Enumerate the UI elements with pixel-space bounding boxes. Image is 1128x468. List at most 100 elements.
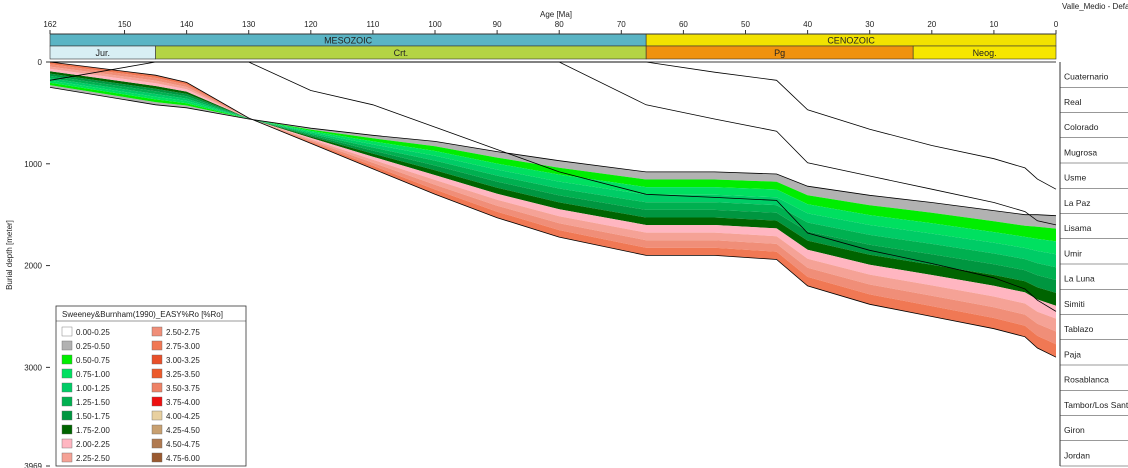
period-label: Crt. — [394, 48, 409, 58]
y-axis-ticks: 0 1000 2000 3000 3969 — [24, 58, 50, 468]
maturity-band — [50, 71, 1056, 306]
legend-swatch — [151, 396, 163, 407]
era-label: MESOZOIC — [324, 36, 373, 46]
legend-label: 0.75-1.00 — [76, 370, 110, 379]
legend-label: 1.50-1.75 — [76, 412, 110, 421]
period-label: Pg — [774, 48, 785, 58]
horizon-line — [49, 61, 1057, 358]
x-tick-label: 120 — [304, 20, 318, 29]
chart-title: Valle_Medio - Default — [1062, 2, 1128, 11]
era-bar: MESOZOIC CENOZOIC — [49, 33, 1057, 47]
legend-label: 4.00-4.25 — [166, 412, 200, 421]
horizon-lines — [49, 61, 1057, 358]
x-tick-label: 150 — [118, 20, 132, 29]
x-tick-label: 162 — [43, 20, 57, 29]
x-axis-label: Age [Ma] — [540, 10, 572, 19]
y-tick-label: 3000 — [24, 363, 42, 372]
formation-label: Paja — [1064, 349, 1081, 359]
formation-label: Simiti — [1064, 299, 1085, 309]
x-tick-label: 90 — [493, 20, 502, 29]
y-tick-label: 3969 — [24, 462, 42, 468]
formation-label: Giron — [1064, 425, 1085, 435]
y-tick-label: 2000 — [24, 262, 42, 271]
x-tick-label: 130 — [242, 20, 256, 29]
legend-label: 0.25-0.50 — [76, 342, 110, 351]
maturity-fill — [50, 62, 1056, 358]
legend-swatch — [151, 368, 163, 379]
x-tick-label: 0 — [1054, 20, 1059, 29]
formation-label: La Paz — [1064, 198, 1090, 208]
maturity-band — [50, 82, 1056, 242]
legend-label: 2.00-2.25 — [76, 440, 110, 449]
maturity-band — [50, 75, 1056, 281]
x-tick-label: 70 — [617, 20, 626, 29]
formation-label: Mugrosa — [1064, 147, 1097, 157]
legend-swatch — [151, 326, 163, 337]
legend-swatch — [151, 452, 163, 463]
y-tick-label: 1000 — [24, 160, 42, 169]
period-band — [912, 45, 1057, 60]
formation-label: Rosablanca — [1064, 375, 1109, 385]
x-tick-label: 80 — [555, 20, 564, 29]
legend-swatch — [61, 396, 73, 407]
x-tick-label: 10 — [989, 20, 998, 29]
legend-label: 4.50-4.75 — [166, 440, 200, 449]
maturity-band — [50, 85, 1056, 229]
legend-swatch — [151, 382, 163, 393]
legend-box — [55, 305, 247, 467]
horizon-line — [50, 61, 1057, 190]
maturity-band — [50, 66, 1056, 332]
formation-label: Cuaternario — [1064, 72, 1109, 82]
legend-label: 0.50-0.75 — [76, 356, 110, 365]
horizon-line — [49, 87, 1057, 217]
horizon-line — [49, 61, 1056, 81]
legend-label: 2.50-2.75 — [166, 328, 200, 337]
legend-swatch — [61, 340, 73, 351]
formation-label: Jordan — [1064, 450, 1090, 460]
maturity-band — [50, 73, 1056, 293]
x-tick-label: 60 — [679, 20, 688, 29]
formation-label: Lisama — [1064, 223, 1092, 233]
legend-label: 1.25-1.50 — [76, 398, 110, 407]
formation-label: Usme — [1064, 173, 1086, 183]
formation-label: Real — [1064, 97, 1082, 107]
legend-swatch — [151, 354, 163, 365]
legend-label: 2.75-3.00 — [166, 342, 200, 351]
legend-label: 4.75-6.00 — [166, 454, 200, 463]
legend-label: 1.00-1.25 — [76, 384, 110, 393]
legend-swatch — [61, 452, 73, 463]
period-label: Neog. — [973, 48, 997, 58]
legend-label: 3.00-3.25 — [166, 356, 200, 365]
formation-label: La Luna — [1064, 274, 1095, 284]
legend-label: 4.25-4.50 — [166, 426, 200, 435]
x-tick-label: 110 — [367, 20, 380, 29]
legend-swatch — [61, 424, 73, 435]
formation-label: Tambor/Los Santos — [1064, 400, 1128, 410]
legend-label: 0.00-0.25 — [76, 328, 110, 337]
formation-label: Umir — [1064, 248, 1082, 258]
maturity-band — [50, 68, 1056, 319]
legend-label: 3.75-4.00 — [166, 398, 200, 407]
x-tick-label: 40 — [803, 20, 812, 29]
legend-title: Sweeney&Burnham(1990)_EASY%Ro [%Ro] — [62, 310, 223, 319]
x-tick-label: 30 — [865, 20, 874, 29]
legend-swatch — [151, 340, 163, 351]
x-axis-ticks: 162 150 140 130 120 110 100 90 80 70 60 50 40 30 20 10 0 — [43, 20, 1059, 35]
maturity-band — [50, 64, 1056, 345]
x-tick-label: 140 — [180, 20, 194, 29]
maturity-band — [50, 78, 1056, 268]
x-tick-label: 50 — [741, 20, 750, 29]
y-axis-label: Burial depth [meter] — [5, 220, 14, 290]
legend: Sweeney&Burnham(1990)_EASY%Ro [%Ro] 0.00-… — [55, 305, 247, 467]
period-label: Jur. — [96, 48, 111, 58]
legend-swatch — [61, 410, 73, 421]
legend-swatch — [61, 354, 73, 365]
legend-swatch — [151, 410, 163, 421]
maturity-band — [50, 80, 1056, 255]
era-label: CENOZOIC — [827, 36, 875, 46]
formation-label: Tablazo — [1064, 324, 1094, 334]
period-bar: Jur. Crt. Pg Neog. — [49, 45, 1057, 60]
legend-swatch — [61, 382, 73, 393]
x-tick-label: 20 — [927, 20, 936, 29]
